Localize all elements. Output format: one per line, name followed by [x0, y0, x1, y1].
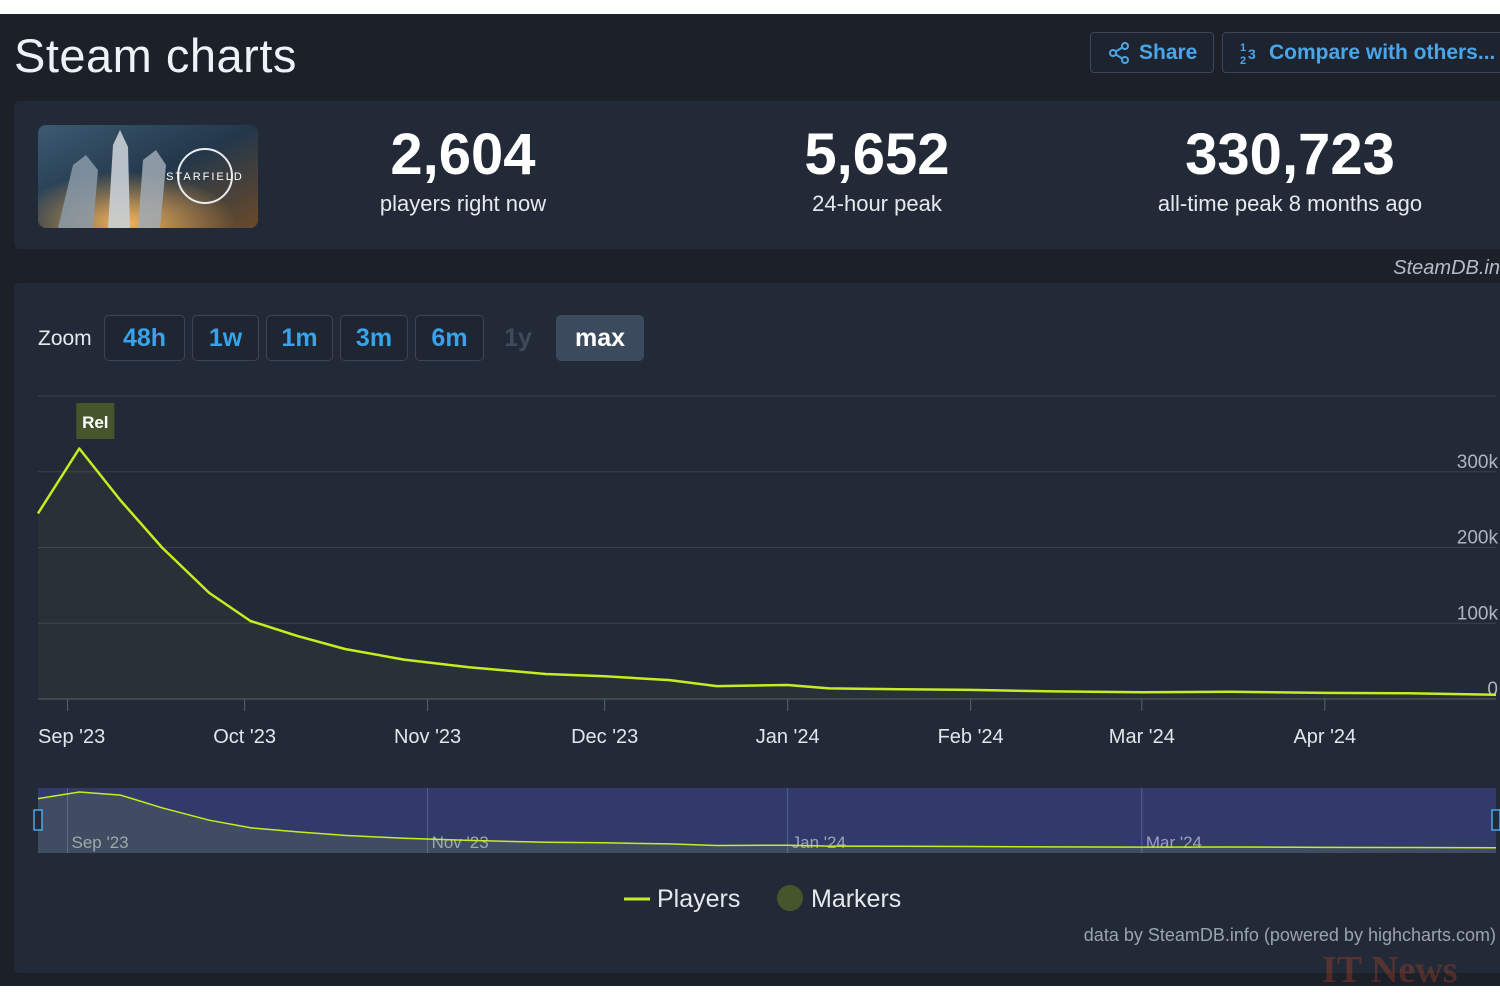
stat-24h-peak-label: 24-hour peak	[812, 190, 942, 216]
stat-alltime-peak: 330,723 all-time peak 8 months ago	[1110, 123, 1470, 217]
release-marker-label: Rel	[82, 413, 108, 432]
zoom-1y-button: 1y	[504, 323, 532, 352]
x-tick-label: Apr '24	[1293, 726, 1356, 748]
navigator-selection	[38, 788, 1496, 853]
stat-24h-peak-value: 5,652	[804, 122, 950, 187]
watermark-text: IT News	[1322, 949, 1458, 991]
page-title: Steam charts	[14, 29, 297, 82]
compare-button-label: Compare with others...	[1269, 40, 1496, 64]
navigator-tick-label: Jan '24	[792, 833, 846, 852]
navigator-series-area	[38, 792, 1496, 853]
players-chart: 0 100k 200k 300k Sep '23 Oct '23 Nov '23 Dec '2…	[33, 395, 1500, 913]
source-label: SteamDB.in	[1393, 257, 1500, 279]
stat-24h-peak: 5,652 24-hour peak	[697, 123, 1057, 217]
svg-text:1: 1	[1240, 42, 1246, 54]
release-marker	[76, 403, 115, 439]
x-tick-label: Jan '24	[756, 726, 820, 748]
zoom-label: Zoom	[38, 327, 92, 350]
chart-panel: Zoom 48h 1w 1m 3m 6m 1y max 0 100k 200k 300…	[14, 283, 1500, 973]
stat-alltime-peak-value: 330,723	[1185, 122, 1395, 187]
svg-text:3: 3	[1248, 46, 1256, 62]
players-series-line	[36, 447, 1497, 696]
stat-players-now-label: players right now	[379, 190, 547, 216]
zoom-6m-button[interactable]: 6m	[415, 315, 484, 361]
stats-panel: STARFIELD 2,604 players right now 5,652 …	[14, 101, 1500, 249]
watermark-logo: IT News	[1322, 948, 1458, 992]
navigator-series-line	[37, 791, 1497, 849]
legend-markers-label[interactable]: Markers	[811, 885, 901, 913]
zoom-1m-button[interactable]: 1m	[266, 315, 333, 361]
legend-players-label[interactable]: Players	[657, 885, 740, 913]
stat-alltime-peak-label: all-time peak 8 months ago	[1157, 190, 1423, 216]
legend-markers-symbol	[777, 885, 803, 911]
x-tick-label: Nov '23	[394, 726, 461, 748]
navigator-tick-label: Nov '23	[432, 833, 489, 852]
share-icon	[1109, 41, 1129, 64]
y-tick-label: 100k	[1457, 603, 1499, 624]
navigator-left-handle[interactable]	[33, 809, 43, 831]
x-tick-label: Dec '23	[571, 726, 638, 748]
share-button-label: Share	[1139, 40, 1198, 64]
zoom-1w-button[interactable]: 1w	[192, 315, 259, 361]
starfield-cover-art-icon: STARFIELD	[38, 125, 258, 228]
zoom-48h-button[interactable]: 48h	[104, 315, 185, 361]
compare-button[interactable]: 1 2 3 Compare with others...	[1222, 32, 1500, 73]
share-button[interactable]: Share	[1090, 32, 1214, 73]
chart-credits[interactable]: data by SteamDB.info (powered by highcha…	[1083, 925, 1496, 945]
zoom-max-button[interactable]: max	[556, 315, 644, 361]
x-tick-label: Feb '24	[938, 726, 1004, 748]
game-title-art: STARFIELD	[166, 171, 244, 183]
x-tick-label: Sep '23	[38, 726, 105, 748]
page-frame: Steam charts Share 1 2 3 Compare with ot…	[0, 14, 1500, 986]
y-tick-label: 300k	[1457, 452, 1499, 473]
players-series-area	[38, 448, 1496, 699]
x-tick-label: Mar '24	[1109, 726, 1175, 748]
x-tick-label: Oct '23	[213, 726, 276, 748]
navigator-tick-label: Sep '23	[72, 833, 129, 852]
stat-players-now: 2,604 players right now	[283, 123, 643, 217]
y-tick-label: 0	[1487, 679, 1498, 700]
compare-numbers-icon: 1 2 3	[1240, 42, 1256, 66]
svg-text:2: 2	[1240, 55, 1246, 66]
navigator-right-handle[interactable]	[1491, 809, 1500, 831]
stat-players-now-value: 2,604	[390, 122, 536, 187]
y-tick-label: 200k	[1457, 528, 1499, 549]
zoom-3m-button[interactable]: 3m	[340, 315, 408, 361]
